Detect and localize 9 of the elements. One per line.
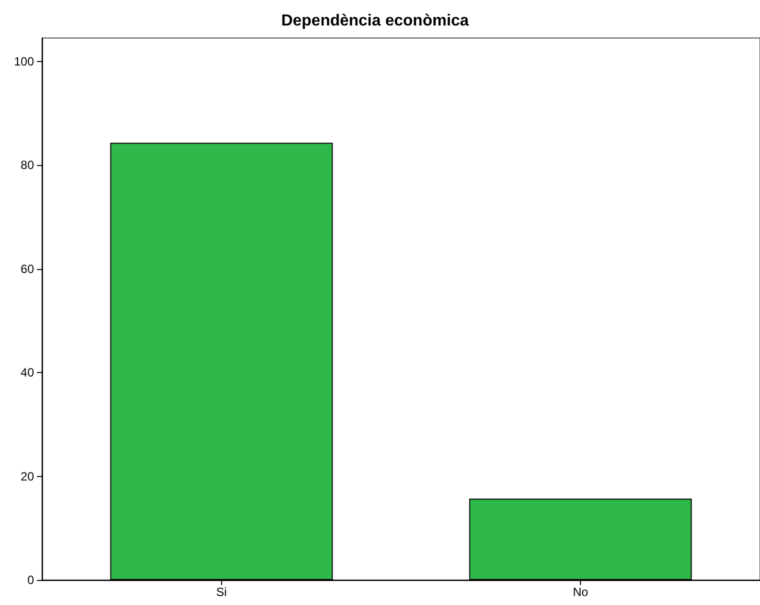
x-tick-label: Si: [216, 585, 227, 599]
y-tick-label: 0: [27, 573, 34, 587]
y-tick-label: 40: [20, 366, 34, 380]
y-tick-label: 60: [20, 262, 34, 276]
y-tick-label: 20: [20, 469, 34, 484]
chart-title: Dependència econòmica: [281, 12, 469, 30]
y-tick-label: 100: [14, 54, 34, 68]
y-tick-label: 80: [20, 158, 34, 172]
x-tick-label: No: [572, 585, 588, 599]
